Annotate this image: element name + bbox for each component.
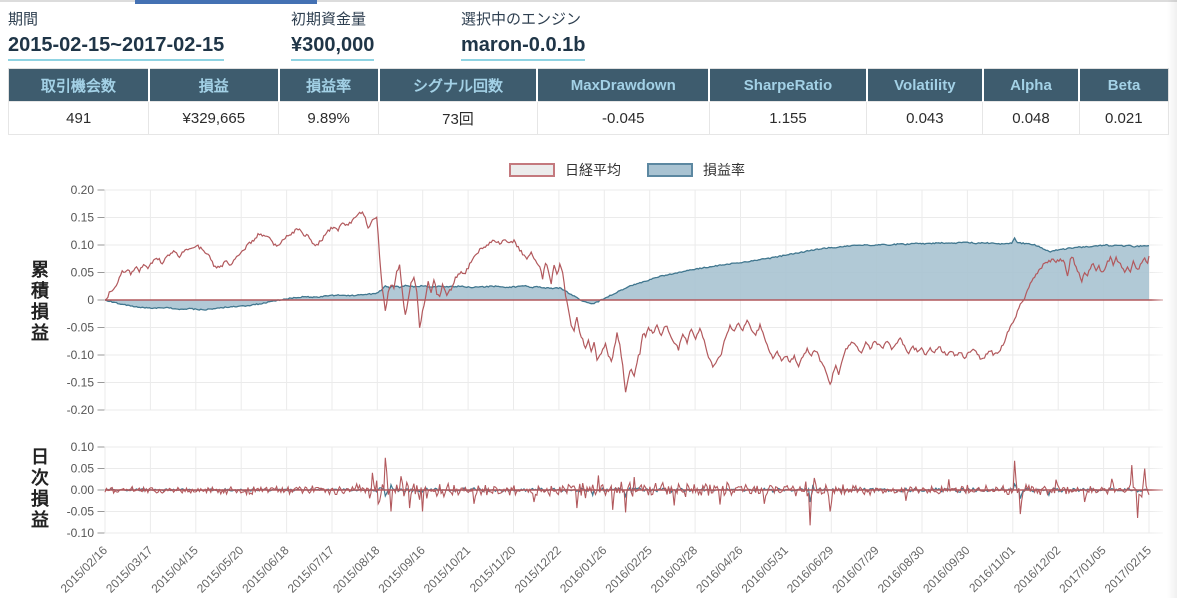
x-axis-date-label: 2015/08/18	[330, 543, 383, 596]
legend-item-nikkei[interactable]: 日経平均	[509, 160, 621, 180]
value-volatility: 0.043	[866, 101, 984, 135]
x-axis-date-label: 2015/06/18	[239, 543, 292, 596]
value-trade-count: 491	[7, 101, 150, 135]
x-axis-date-label: 2015/09/16	[375, 543, 428, 596]
x-axis-date-label: 2016/03/28	[648, 543, 701, 596]
pl-legend-label: 損益率	[703, 162, 745, 178]
backtest-stats-table: 取引機会数 損益 損益率 シグナル回数 MaxDrawdown SharpeRa…	[7, 68, 1170, 135]
y-axis-tick-label: -0.05	[67, 321, 95, 335]
y-axis-tick-label: 0.10	[71, 440, 95, 454]
nikkei-legend-swatch	[509, 163, 555, 177]
initial-capital-label: 初期資金量	[291, 11, 367, 28]
x-axis-date-label: 2017/01/05	[1056, 543, 1109, 596]
performance-charts: 0.20 0.15 0.10 0.05 0 -0.05 -0.10 -0.15 -0.20 0.1…	[58, 183, 1163, 596]
y-axis-tick-label: -0.15	[67, 376, 95, 390]
col-header-profit: 損益	[148, 68, 280, 102]
y-axis-tick-label: 0.10	[71, 238, 95, 252]
x-axis-date-label: 2016/11/01	[966, 543, 1018, 595]
value-sharpe-ratio: 1.155	[708, 101, 868, 135]
x-axis-date-label: 2016/02/25	[602, 543, 655, 596]
y-axis-tick-label: -0.10	[67, 348, 95, 362]
daily-chart-ylabel: 日次損益	[29, 447, 49, 531]
x-axis-date-label: 2015/03/17	[103, 543, 156, 596]
legend-item-pl[interactable]: 損益率	[647, 160, 745, 180]
engine-label: 選択中のエンジン	[461, 11, 582, 28]
cumulative-chart-ylabel: 累積損益	[29, 260, 49, 344]
page-top-border	[0, 0, 1177, 2]
x-axis-date-label: 2015/04/15	[149, 543, 202, 596]
x-axis-date-label: 2016/09/30	[920, 543, 973, 596]
col-header-trade-count: 取引機会数	[8, 68, 150, 102]
stats-header-row: 取引機会数 損益 損益率 シグナル回数 MaxDrawdown SharpeRa…	[8, 68, 1169, 102]
period-block: 期間 2015-02-15~2017-02-15	[8, 8, 225, 61]
y-axis-tick-label: -0.10	[67, 526, 95, 540]
value-beta: 0.021	[1078, 101, 1170, 135]
engine-value[interactable]: maron-0.0.1b	[461, 34, 586, 61]
x-axis-date-label: 2015/11/20	[467, 543, 519, 595]
initial-capital-value[interactable]: ¥300,000	[291, 34, 375, 61]
col-header-volatility: Volatility	[866, 68, 984, 102]
x-axis-date-label: 2016/07/29	[829, 543, 882, 596]
period-label: 期間	[8, 11, 39, 28]
initial-capital-block: 初期資金量 ¥300,000	[291, 8, 375, 61]
x-axis-date-label: 2016/04/26	[693, 543, 746, 596]
y-axis-tick-label: 0.15	[71, 211, 95, 225]
x-axis-date-label: 2016/06/29	[784, 543, 837, 596]
x-axis-date-label: 2016/01/26	[557, 543, 610, 596]
y-axis-tick-label: -0.20	[67, 403, 95, 417]
y-axis-tick-label: 0.00	[71, 483, 95, 497]
active-tab-indicator[interactable]	[135, 0, 317, 4]
x-axis-date-label: 2017/02/15	[1102, 543, 1155, 596]
nikkei-cumulative-line	[104, 211, 1150, 393]
pl-legend-swatch	[647, 163, 693, 177]
y-axis-tick-label: 0.05	[71, 462, 95, 476]
col-header-sharpe-ratio: SharpeRatio	[709, 68, 868, 102]
x-axis-date-label: 2015/10/21	[421, 543, 474, 596]
value-max-drawdown: -0.045	[536, 101, 710, 135]
nikkei-legend-label: 日経平均	[565, 162, 621, 178]
value-profit-rate: 9.89%	[278, 101, 380, 135]
y-axis-tick-label: 0	[87, 293, 94, 307]
stats-value-row: 491 ¥329,665 9.89% 73回 -0.045 1.155 0.04…	[7, 101, 1170, 135]
y-axis-tick-label: -0.05	[67, 505, 95, 519]
value-profit: ¥329,665	[148, 101, 280, 135]
x-axis-date-label: 2015/02/16	[58, 543, 111, 596]
chart-legend: 日経平均 損益率	[105, 160, 1149, 180]
col-header-signal-count: シグナル回数	[378, 68, 539, 102]
x-axis-date-label: 2015/12/22	[512, 543, 565, 596]
engine-block: 選択中のエンジン maron-0.0.1b	[461, 8, 586, 61]
x-axis-date-label: 2016/12/02	[1011, 543, 1064, 596]
x-axis-date-label: 2016/05/31	[739, 543, 792, 596]
pl-cumulative-area	[105, 238, 1149, 311]
summary-header: 期間 2015-02-15~2017-02-15 初期資金量 ¥300,000 …	[0, 8, 1177, 61]
x-axis-date-label: 2015/07/17	[285, 543, 338, 596]
col-header-alpha: Alpha	[982, 68, 1081, 102]
value-signal-count[interactable]: 73回	[378, 101, 538, 135]
y-axis-tick-label: 0.20	[71, 183, 95, 197]
nikkei-daily-line	[104, 457, 1150, 526]
col-header-beta: Beta	[1079, 68, 1169, 102]
value-alpha: 0.048	[982, 101, 1080, 135]
col-header-max-drawdown: MaxDrawdown	[537, 68, 711, 102]
x-axis-date-label: 2016/08/30	[875, 543, 928, 596]
period-value[interactable]: 2015-02-15~2017-02-15	[8, 34, 225, 61]
x-axis-date-label: 2015/05/20	[194, 543, 247, 596]
col-header-profit-rate: 損益率	[278, 68, 380, 102]
y-axis-tick-label: 0.05	[71, 266, 95, 280]
